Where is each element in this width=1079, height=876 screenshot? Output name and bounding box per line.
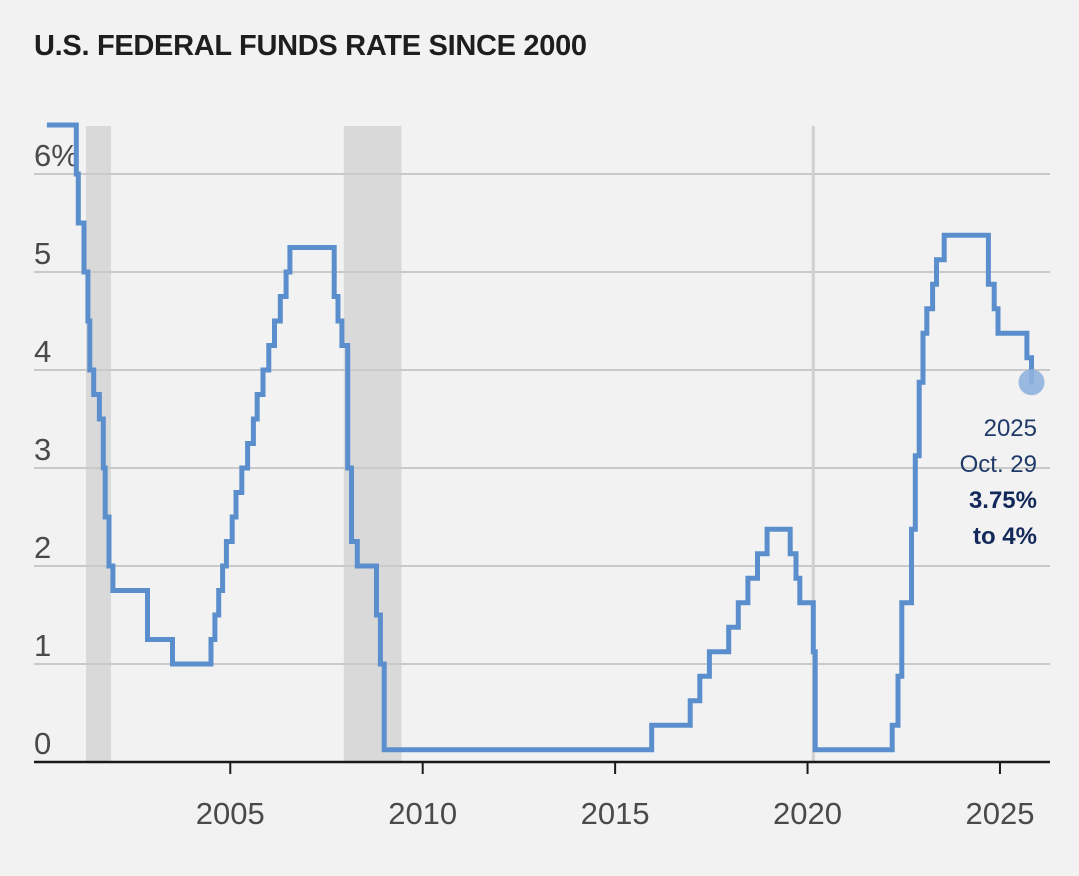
- latest-annotation: 2025 Oct. 29 3.75% to 4%: [960, 415, 1037, 550]
- annotation-date: Oct. 29: [960, 451, 1037, 478]
- x-tick-label-2015: 2015: [581, 796, 650, 831]
- x-axis: 2005 2010 2015 2020 2025: [34, 760, 1050, 831]
- latest-point-group: [1018, 369, 1045, 396]
- latest-point-marker: [1018, 369, 1045, 396]
- y-axis-labels: 0 1 2 3 4 5 6%: [34, 138, 79, 761]
- x-tick-label-2020: 2020: [773, 796, 842, 831]
- annotation-rate-low: 3.75%: [969, 487, 1037, 514]
- annotation-rate-high: to 4%: [973, 523, 1037, 550]
- rate-series-line-1: [46, 122, 1034, 753]
- y-tick-label-3: 3: [34, 432, 51, 467]
- recession-band-2: [343, 126, 402, 762]
- recession-band-1: [85, 126, 111, 762]
- x-tick-label-2010: 2010: [388, 796, 457, 831]
- series-group: [46, 122, 1034, 753]
- y-tick-label-2: 2: [34, 530, 51, 565]
- y-tick-label-6: 6%: [34, 138, 79, 173]
- gridlines: [34, 173, 1050, 665]
- y-tick-label-5: 5: [34, 236, 51, 271]
- x-tick-label-2005: 2005: [196, 796, 265, 831]
- y-tick-label-4: 4: [34, 334, 51, 369]
- x-tick-label-2025: 2025: [965, 796, 1034, 831]
- annotation-year: 2025: [984, 415, 1037, 442]
- y-tick-label-0: 0: [34, 726, 51, 761]
- recession-bands: [85, 126, 402, 762]
- chart-title: U.S. FEDERAL FUNDS RATE SINCE 2000: [34, 30, 587, 62]
- y-tick-label-1: 1: [34, 628, 51, 663]
